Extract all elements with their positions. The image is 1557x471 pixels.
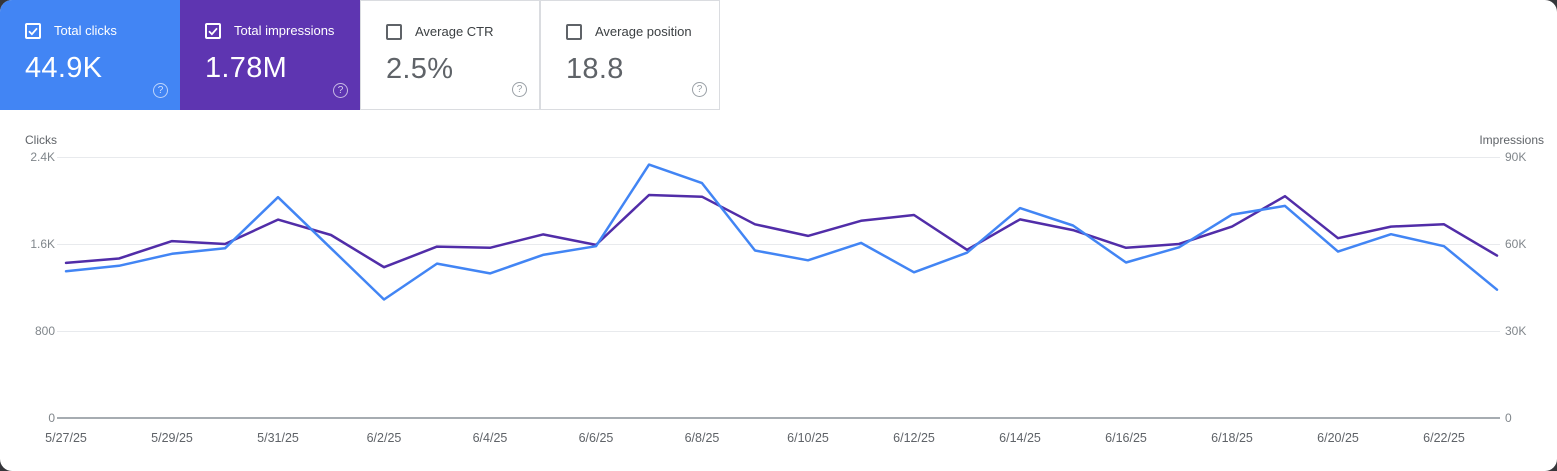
x-axis-label: 6/18/25 [1211, 431, 1253, 445]
left-axis-tick: 2.4K [30, 150, 55, 164]
x-axis-label: 6/4/25 [472, 431, 508, 445]
total-impressions-checkbox-checked[interactable] [205, 23, 221, 39]
metric-card-header: Average position [566, 24, 719, 40]
x-axis-label: 6/6/25 [578, 431, 614, 445]
checkmark-icon [208, 27, 218, 36]
metric-card-value: 2.5% [386, 53, 454, 85]
left-axis-tick: 1.6K [30, 237, 55, 251]
x-axis-label: 5/27/25 [45, 431, 87, 445]
metric-card-label: Average CTR [415, 24, 494, 39]
right-axis-tick: 90K [1505, 150, 1527, 164]
series-line-clicks [64, 163, 1499, 301]
right-axis-tick: 0 [1505, 411, 1512, 425]
right-axis-tick: 60K [1505, 237, 1527, 251]
left-axis-tick: 800 [34, 324, 55, 338]
x-axis-label: 6/10/25 [787, 431, 829, 445]
average-ctr-checkbox-unchecked[interactable] [386, 24, 402, 40]
left-axis-tick: 0 [48, 411, 55, 425]
x-axis-label: 6/12/25 [893, 431, 935, 445]
metric-cards: Total clicks 44.9K ? Total impressions 1… [0, 0, 720, 110]
x-axis-label: 6/8/25 [684, 431, 720, 445]
metric-card-total-clicks[interactable]: Total clicks 44.9K ? [0, 0, 180, 110]
metric-card-header: Average CTR [386, 24, 539, 40]
x-axis-label: 5/29/25 [151, 431, 193, 445]
x-axis-label: 6/16/25 [1105, 431, 1147, 445]
metric-card-label: Average position [595, 24, 692, 39]
average-position-checkbox-unchecked[interactable] [566, 24, 582, 40]
metric-card-average-position[interactable]: Average position 18.8 ? [540, 0, 720, 110]
metric-card-total-impressions[interactable]: Total impressions 1.78M ? [180, 0, 360, 110]
help-icon[interactable]: ? [692, 82, 707, 97]
metric-card-average-ctr[interactable]: Average CTR 2.5% ? [360, 0, 540, 110]
x-axis-label: 6/22/25 [1423, 431, 1465, 445]
right-axis-tick: 30K [1505, 324, 1527, 338]
left-axis-title: Clicks [25, 133, 57, 147]
x-axis-label: 5/31/25 [257, 431, 299, 445]
metric-card-label: Total impressions [234, 23, 335, 38]
x-axis-label: 6/14/25 [999, 431, 1041, 445]
metric-card-header: Total clicks [25, 23, 180, 39]
help-icon[interactable]: ? [512, 82, 527, 97]
right-axis-title: Impressions [1479, 133, 1544, 147]
total-clicks-checkbox-checked[interactable] [25, 23, 41, 39]
metric-card-label: Total clicks [54, 23, 117, 38]
metric-card-value: 18.8 [566, 53, 624, 85]
help-icon[interactable]: ? [153, 83, 168, 98]
help-icon[interactable]: ? [333, 83, 348, 98]
x-axis-label: 6/2/25 [366, 431, 402, 445]
metric-card-value: 1.78M [205, 52, 288, 84]
metric-card-header: Total impressions [205, 23, 360, 39]
metric-card-value: 44.9K [25, 52, 103, 84]
x-axis-label: 6/20/25 [1317, 431, 1359, 445]
checkmark-icon [28, 27, 38, 36]
